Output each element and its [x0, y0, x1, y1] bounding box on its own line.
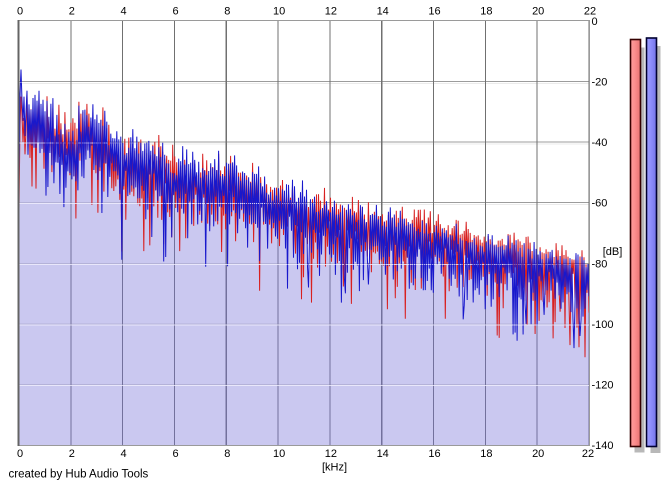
svg-text:14: 14: [377, 6, 389, 18]
svg-text:6: 6: [172, 6, 178, 18]
svg-text:-120: -120: [592, 379, 614, 391]
svg-text:22: 22: [582, 448, 594, 460]
svg-text:6: 6: [172, 448, 178, 460]
svg-text:20: 20: [532, 448, 544, 460]
svg-text:16: 16: [428, 448, 440, 460]
svg-text:created by Hub Audio Tools: created by Hub Audio Tools: [9, 469, 149, 481]
svg-text:-60: -60: [592, 198, 608, 210]
svg-text:0: 0: [592, 16, 598, 28]
svg-text:0: 0: [17, 448, 23, 460]
svg-text:2: 2: [69, 448, 75, 460]
svg-text:4: 4: [121, 448, 127, 460]
svg-text:-40: -40: [592, 137, 608, 149]
svg-text:14: 14: [377, 448, 389, 460]
svg-text:[dB]: [dB]: [603, 246, 623, 258]
svg-text:8: 8: [224, 448, 230, 460]
svg-text:[kHz]: [kHz]: [322, 462, 347, 474]
svg-text:2: 2: [69, 6, 75, 18]
svg-text:0: 0: [17, 6, 23, 18]
svg-text:12: 12: [325, 448, 337, 460]
svg-text:4: 4: [121, 6, 127, 18]
svg-text:18: 18: [480, 6, 492, 18]
svg-text:22: 22: [584, 6, 596, 18]
svg-text:-140: -140: [592, 440, 614, 452]
svg-text:16: 16: [428, 6, 440, 18]
svg-text:-80: -80: [592, 258, 608, 270]
svg-text:12: 12: [325, 6, 337, 18]
svg-text:-100: -100: [592, 319, 614, 331]
svg-text:20: 20: [532, 6, 544, 18]
svg-text:18: 18: [480, 448, 492, 460]
svg-text:10: 10: [273, 448, 285, 460]
svg-text:8: 8: [224, 6, 230, 18]
svg-text:10: 10: [273, 6, 285, 18]
svg-text:-20: -20: [592, 77, 608, 89]
